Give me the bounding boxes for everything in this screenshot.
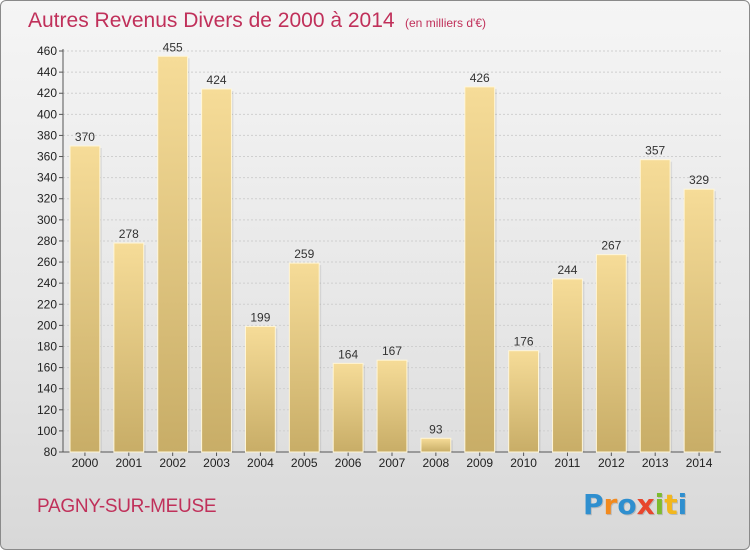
y-tick-label: 340 [37, 171, 57, 185]
y-tick-label: 380 [37, 128, 57, 142]
logo-letter: o [617, 488, 637, 521]
x-tick-label-2006: 2006 [335, 456, 362, 470]
bar-2003 [201, 88, 232, 453]
value-label-2013: 357 [645, 144, 665, 158]
logo-letter: P [583, 488, 604, 521]
proxiti-logo: Proxiti [583, 488, 687, 521]
value-label-2000: 370 [75, 130, 95, 144]
title-block: Autres Revenus Divers de 2000 à 2014 (en… [28, 9, 486, 33]
y-tick-label: 80 [44, 445, 58, 459]
bar-2013 [639, 159, 671, 453]
x-tick-label-2010: 2010 [510, 456, 537, 470]
axes: 80 100 120 140 160 180 200 220 240 260 280 300 320 34… [37, 44, 721, 470]
bar-2011 [552, 278, 583, 453]
bar-2005 [288, 262, 320, 453]
bar-2000 [69, 145, 101, 453]
value-label-2005: 259 [294, 247, 314, 261]
bar-2012 [595, 254, 627, 453]
x-tick-label-2002: 2002 [159, 456, 186, 470]
bars [69, 55, 716, 453]
value-label-2011: 244 [557, 263, 577, 277]
value-labels: 370 278 455 424 199 259 164 167 93 426 176 244 267 35… [75, 40, 709, 436]
y-tick-label: 180 [37, 339, 57, 353]
x-tick-label-2009: 2009 [466, 456, 493, 470]
logo-letter: t [664, 488, 678, 521]
x-tick-label-2001: 2001 [115, 456, 142, 470]
x-tick-label-2003: 2003 [203, 456, 230, 470]
y-tick-label: 140 [37, 382, 57, 396]
bar-2006 [332, 362, 364, 453]
bar-2014 [683, 188, 715, 453]
value-label-2003: 424 [207, 73, 227, 87]
y-tick-label: 400 [37, 107, 57, 121]
logo-letter: i [677, 488, 688, 521]
bar-2009 [464, 86, 496, 453]
commune-name: PAGNY-SUR-MEUSE [37, 496, 217, 517]
x-tick-label-2012: 2012 [598, 456, 625, 470]
x-tick-label-2014: 2014 [686, 456, 713, 470]
value-label-2008: 93 [429, 422, 443, 436]
value-label-2009: 426 [470, 71, 490, 85]
y-tick-label: 280 [37, 234, 57, 248]
y-tick-label: 100 [37, 424, 57, 438]
y-tick-label: 120 [37, 403, 57, 417]
value-label-2001: 278 [119, 227, 139, 241]
bar-2001 [113, 242, 145, 453]
logo-letter: r [603, 488, 618, 521]
y-tick-label: 420 [37, 86, 57, 100]
x-tick-label-2007: 2007 [379, 456, 406, 470]
y-tick-label: 460 [37, 44, 57, 58]
y-tick-label: 300 [37, 213, 57, 227]
x-tick-label-2005: 2005 [291, 456, 318, 470]
value-label-2006: 164 [338, 347, 358, 361]
logo-letter: x [636, 488, 655, 521]
bar-2008 [420, 437, 452, 453]
y-tick-label: 360 [37, 150, 57, 164]
y-tick-label: 240 [37, 276, 57, 290]
y-tick-label: 220 [37, 297, 57, 311]
x-tick-label-2004: 2004 [247, 456, 274, 470]
x-tick-label-2011: 2011 [555, 456, 581, 470]
value-label-2010: 176 [514, 335, 534, 349]
bar-2004 [244, 325, 276, 453]
value-label-2002: 455 [163, 40, 183, 54]
bar-2010 [508, 350, 540, 453]
x-tick-label-2008: 2008 [423, 456, 450, 470]
x-tick-label-2000: 2000 [72, 456, 99, 470]
x-tick-label-2013: 2013 [642, 456, 669, 470]
y-tick-label: 160 [37, 361, 57, 375]
y-tick-label: 200 [37, 318, 57, 332]
value-label-2007: 167 [382, 344, 402, 358]
y-tick-label: 320 [37, 192, 57, 206]
value-label-2014: 329 [689, 173, 709, 187]
chart-subtitle: (en milliers d'€) [405, 16, 486, 30]
value-label-2012: 267 [601, 239, 621, 253]
y-tick-label: 260 [37, 255, 57, 269]
value-label-2004: 199 [250, 310, 270, 324]
bar-2002 [157, 55, 189, 453]
y-tick-label: 440 [37, 65, 57, 79]
bar-2007 [376, 359, 408, 453]
logo-letter: i [654, 488, 665, 521]
chart-title: Autres Revenus Divers de 2000 à 2014 [28, 9, 395, 32]
